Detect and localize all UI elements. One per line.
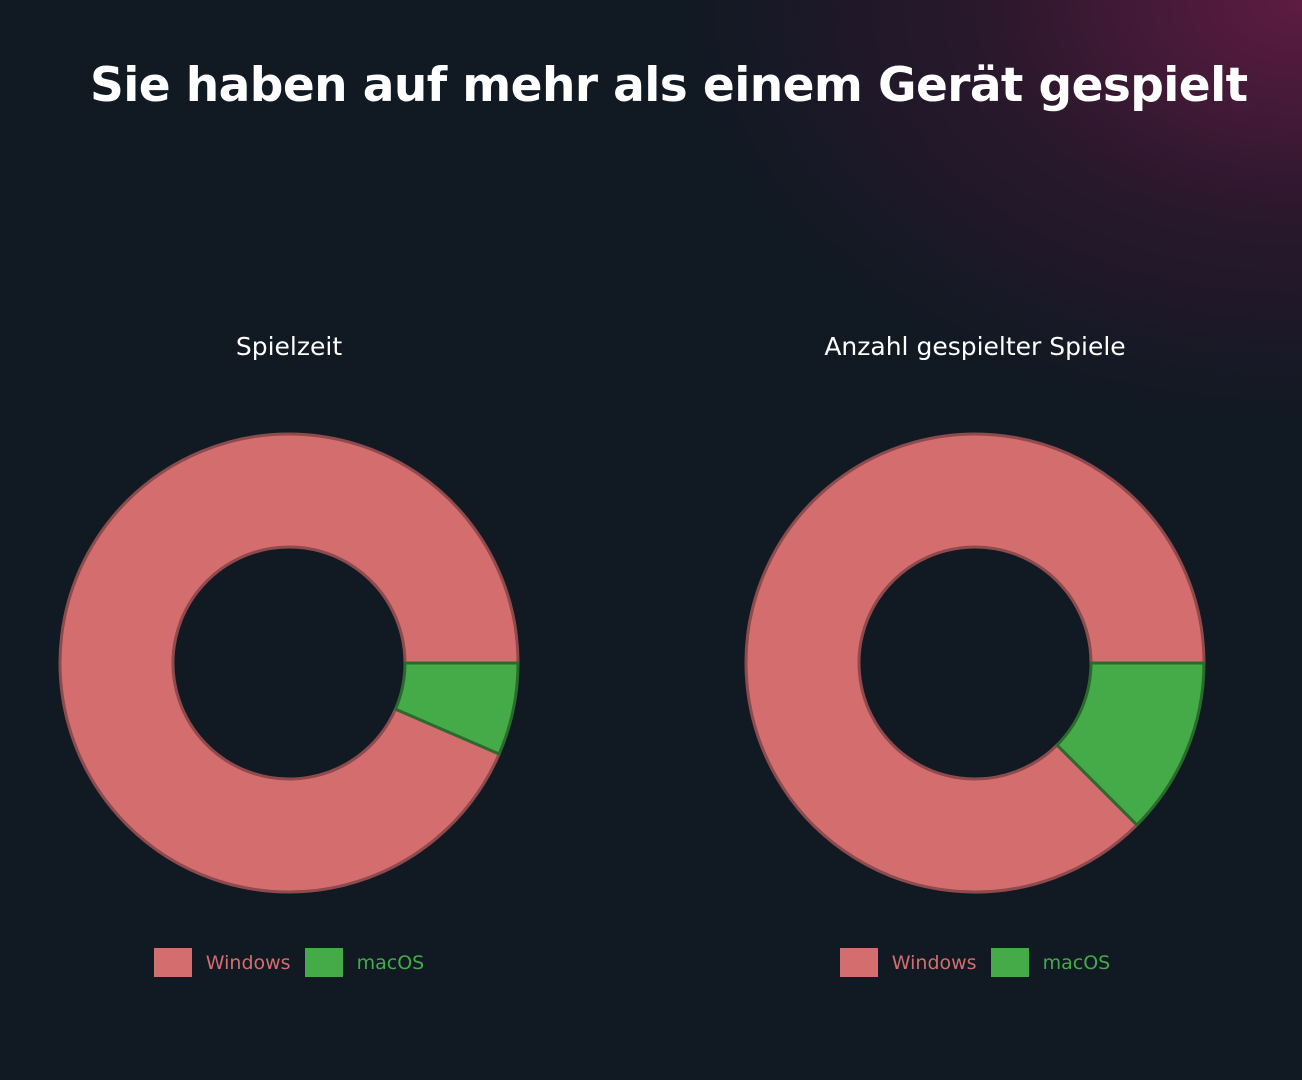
legend-label-macos: macOS [356, 951, 425, 974]
donut-slice-windows[interactable] [744, 432, 1206, 894]
donut-chart-playtime [58, 432, 520, 894]
legend-label-windows: Windows [891, 951, 977, 974]
legend-swatch-macos [304, 948, 343, 977]
legend-swatch-windows [153, 948, 192, 977]
chart-playtime: Spielzeit Windows macOS [0, 320, 589, 1020]
chart-title-games-played: Anzahl gespielter Spiele [824, 332, 1126, 361]
donut-slice-macos[interactable] [393, 661, 520, 756]
page-title: Sie haben auf mehr als einem Gerät gespi… [90, 58, 1248, 113]
legend-item-macos[interactable]: macOS [990, 948, 1111, 977]
legend-item-macos[interactable]: macOS [304, 948, 425, 977]
legend-label-windows: Windows [205, 951, 291, 974]
legend-playtime: Windows macOS [0, 948, 589, 977]
donut-slice-windows[interactable] [58, 432, 520, 894]
legend-swatch-macos [990, 948, 1029, 977]
chart-title-playtime: Spielzeit [235, 332, 343, 361]
legend-games-played: Windows macOS [675, 948, 1275, 977]
legend-item-windows[interactable]: Windows [153, 948, 291, 977]
donut-chart-games-played [744, 432, 1206, 894]
legend-item-windows[interactable]: Windows [839, 948, 977, 977]
legend-swatch-windows [839, 948, 878, 977]
chart-games-played: Anzahl gespielter Spiele Windows macOS [675, 320, 1275, 1020]
legend-label-macos: macOS [1042, 951, 1111, 974]
donut-slice-macos[interactable] [1055, 661, 1206, 827]
